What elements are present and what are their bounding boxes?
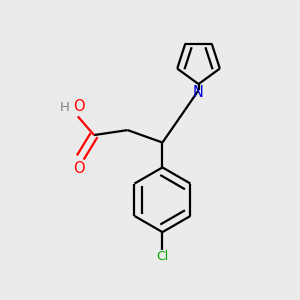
Text: O: O	[73, 161, 85, 176]
Text: Cl: Cl	[156, 250, 169, 263]
Text: N: N	[193, 85, 204, 100]
Text: H: H	[60, 101, 70, 114]
Text: O: O	[73, 99, 85, 114]
